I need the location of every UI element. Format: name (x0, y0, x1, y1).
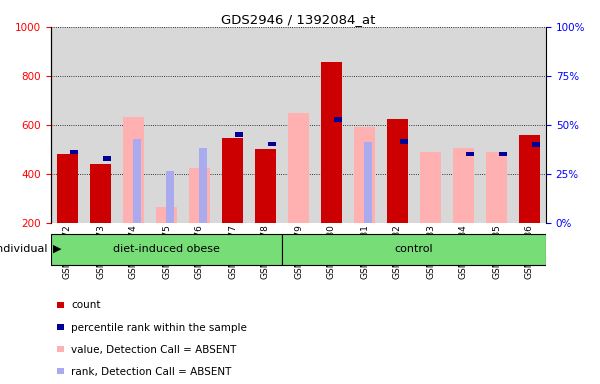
Text: individual: individual (0, 244, 47, 254)
Title: GDS2946 / 1392084_at: GDS2946 / 1392084_at (221, 13, 376, 26)
Bar (199, 148, 207, 153)
FancyBboxPatch shape (51, 234, 282, 265)
Bar (453, 148, 474, 223)
Bar (103, 156, 110, 161)
Bar (420, 152, 441, 223)
Bar (466, 152, 473, 156)
Bar (199, 148, 207, 223)
Text: ▶: ▶ (53, 244, 62, 254)
Bar (321, 62, 342, 223)
Bar (133, 139, 141, 223)
Bar (288, 113, 309, 223)
Bar (499, 152, 506, 156)
Bar (334, 117, 341, 122)
Bar (57, 154, 78, 223)
Bar (387, 119, 408, 223)
Text: diet-induced obese: diet-induced obese (113, 244, 220, 254)
Bar (486, 152, 507, 223)
Bar (519, 135, 540, 223)
Bar (133, 139, 141, 143)
Text: count: count (71, 300, 101, 310)
Bar (268, 142, 275, 146)
Bar (156, 207, 177, 223)
Bar (123, 118, 144, 223)
Bar (90, 164, 111, 223)
Bar (364, 142, 372, 223)
Bar (255, 149, 276, 223)
Bar (166, 171, 174, 223)
Bar (364, 142, 372, 147)
Text: control: control (395, 244, 433, 254)
Bar (189, 168, 210, 223)
Bar (400, 139, 407, 144)
Bar (354, 127, 375, 223)
Text: rank, Detection Call = ABSENT: rank, Detection Call = ABSENT (71, 367, 232, 377)
FancyBboxPatch shape (282, 234, 546, 265)
Text: value, Detection Call = ABSENT: value, Detection Call = ABSENT (71, 345, 237, 355)
Bar (166, 171, 174, 175)
Text: percentile rank within the sample: percentile rank within the sample (71, 323, 247, 333)
Bar (235, 132, 242, 137)
Bar (222, 138, 243, 223)
Bar (70, 149, 77, 154)
Bar (532, 142, 539, 147)
